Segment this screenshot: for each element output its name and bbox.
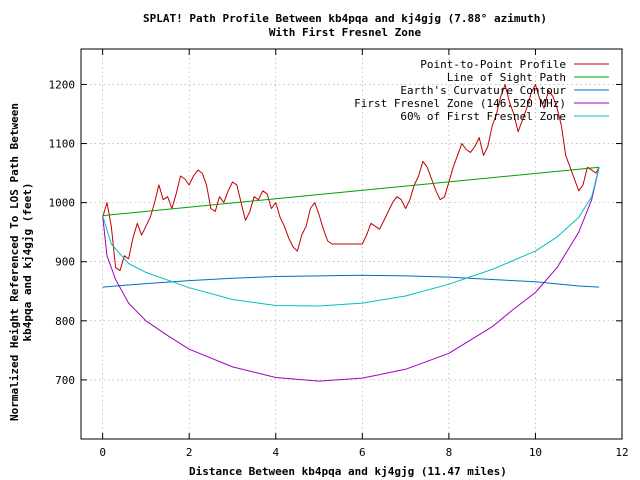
- y-tick-label: 700: [55, 374, 75, 387]
- y-tick-label: 1100: [49, 138, 76, 151]
- x-tick-label: 10: [529, 446, 542, 459]
- chart-title: SPLAT! Path Profile Between kb4pqa and k…: [143, 12, 547, 25]
- x-tick-label: 6: [359, 446, 366, 459]
- x-tick-label: 12: [615, 446, 628, 459]
- y-tick-label: 800: [55, 315, 75, 328]
- plot-frame: [80, 48, 623, 440]
- legend-label-2: Line of Sight Path: [447, 71, 566, 84]
- series-line-1: [102, 84, 600, 272]
- y-tick-label: 1200: [49, 78, 76, 91]
- legend-label-5: 60% of First Fresnel Zone: [400, 110, 566, 123]
- chart-subtitle: With First Fresnel Zone: [269, 26, 422, 39]
- legend-label-4: First Fresnel Zone (146.520 MHz): [354, 97, 566, 110]
- y-axis-label: Normalized Height Referenced To LOS Path…: [8, 103, 21, 421]
- legend-label-1: Point-to-Point Profile: [420, 58, 566, 71]
- series-line-5: [102, 167, 600, 307]
- x-tick-label: 0: [99, 446, 106, 459]
- axis-ticks: 0 2 4 6 8 10 12 700 800 900 1000 1100 1200: [49, 49, 629, 459]
- x-tick-label: 2: [186, 446, 193, 459]
- y-tick-label: 900: [55, 256, 75, 269]
- series-lines: [102, 84, 600, 382]
- x-tick-label: 4: [272, 446, 279, 459]
- series-line-4: [102, 167, 600, 382]
- y-tick-label: 1000: [49, 197, 76, 210]
- x-tick-label: 8: [446, 446, 453, 459]
- y-axis-label-line2: kb4pqa and kj4gjg (feet): [21, 183, 34, 342]
- legend-label-3: Earth's Curvature Contour: [400, 84, 566, 97]
- x-axis-label: Distance Between kb4pqa and kj4gjg (11.4…: [189, 465, 507, 478]
- series-line-3: [102, 274, 600, 288]
- series-line-2: [102, 166, 600, 217]
